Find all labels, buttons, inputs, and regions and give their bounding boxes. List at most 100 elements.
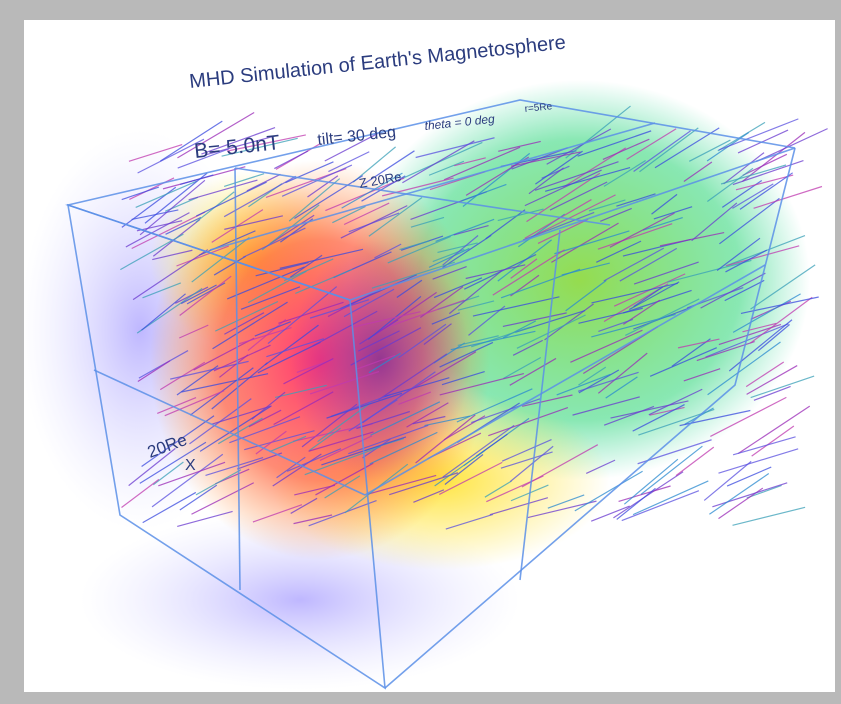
field-line [269,435,307,453]
field-line [137,360,171,382]
field-line [625,298,700,336]
field-line [639,127,699,173]
field-line [290,497,318,514]
field-line [205,134,278,156]
field-line [718,448,799,474]
field-line [179,484,218,511]
field-line [373,291,437,337]
field-line [352,146,396,183]
field-line [193,337,255,371]
field-line [177,112,255,159]
field-line [254,321,291,337]
field-line [735,174,794,191]
field-line [198,230,256,256]
field-line [709,473,770,515]
field-line [605,376,638,399]
field-line [272,453,322,487]
field-line [746,484,782,499]
field-line [439,372,524,396]
field-line [509,357,557,386]
field-line [488,407,569,437]
field-line [205,457,264,477]
field-line [362,371,436,424]
field-line [597,223,673,250]
field-line [176,245,229,267]
field-line [659,231,725,247]
field-line [700,272,766,309]
field-line [534,161,619,191]
field-line [502,312,567,328]
field-line [247,270,307,304]
field-line [324,132,379,162]
field-line [398,323,447,359]
field-line [285,161,334,184]
field-line [326,392,403,419]
field-line [340,205,408,239]
field-line [461,183,507,202]
field-line [288,178,341,222]
field-line [751,425,795,457]
field-line [283,357,334,385]
field-line [309,370,380,395]
field-line [274,150,309,170]
field-line [742,131,806,182]
field-line [719,197,780,245]
field-line [603,160,646,187]
field-line [691,202,738,242]
field-line [378,353,448,401]
field-line [219,354,249,378]
field-line [726,466,772,487]
field-line [510,258,538,279]
field-line [128,143,183,162]
field-line [724,279,765,302]
field-line [577,371,639,392]
field-line [201,127,276,155]
field-line [141,415,215,468]
field-line [637,439,712,465]
field-line [212,301,288,350]
field-line [648,388,703,416]
field-line [214,300,279,332]
field-line [195,469,242,496]
field-line [348,424,429,455]
field-line [610,400,689,419]
field-line [223,173,265,187]
field-line [509,445,554,482]
field-line [352,311,421,328]
field-line [217,417,263,445]
field-line [340,274,418,310]
field-line [578,366,607,386]
field-line [649,347,717,377]
field-line [286,448,342,472]
field-line [577,130,652,157]
field-line [224,312,265,335]
field-line [489,497,549,516]
field-line [649,406,685,416]
field-line [128,447,176,487]
field-line [597,352,648,394]
field-line [273,391,334,426]
field-line [424,415,471,427]
field-line [324,475,361,499]
field-line [618,485,671,502]
field-line [547,494,585,509]
field-line [368,352,401,374]
field-line [616,193,656,207]
field-line [441,370,485,386]
field-line [445,513,494,530]
field-line [274,384,327,399]
field-line [574,470,643,512]
field-line [141,293,186,331]
field-line [688,139,731,162]
field-line [544,303,594,341]
field-line [444,454,484,485]
field-line [244,430,315,451]
bounding-box [65,99,796,690]
field-line [399,351,477,397]
field-line [749,296,813,344]
field-line [368,197,423,237]
field-line [246,173,281,192]
field-line [255,430,287,455]
field-line [465,156,530,196]
